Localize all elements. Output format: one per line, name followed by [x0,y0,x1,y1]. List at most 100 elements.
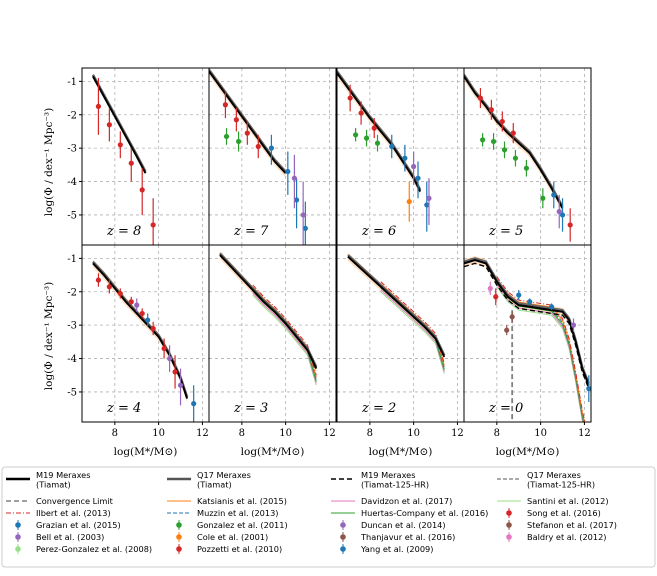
y-tick-label: -3 [67,321,77,332]
legend-item: Thanjavur et al. (2016) [340,532,455,542]
legend-item: Duncan et al. (2014) [340,520,446,530]
obs-point [523,165,530,171]
xlabel: log(M*/M⊙) [369,446,433,458]
obs-point [504,327,510,333]
legend-item: Bell et al. (2003) [15,532,104,542]
legend-item: Gonzalez et al. (2011) [176,520,288,530]
obs-point [191,401,197,407]
panel-content [219,251,318,386]
panel-frame [463,67,592,246]
legend-label: Pozzetti et al. (2010) [197,544,282,554]
x-tick-label: 8 [494,428,500,439]
obs-point [222,102,229,108]
panel-frame [336,244,465,423]
y-tick-label: -4 [67,354,77,365]
m19-model-line [219,254,318,369]
obs-point [371,125,377,131]
y-tick-label: -4 [67,177,77,188]
panel-content [91,74,156,245]
obs-point [548,304,555,310]
legend-item: Pozzetti et al. (2010) [176,544,282,554]
obs-point [510,130,516,136]
x-tick-label: 10 [279,428,292,439]
m19-model-line [92,75,147,174]
legend-label: Stefanon et al. (2017) [527,520,617,530]
legend-item: Q17 Meraxes(Tiamat) [167,470,251,490]
legend-label: Santini et al. (2012) [527,496,609,506]
obs-point [268,145,275,151]
panel-z-label: z = 6 [361,224,396,239]
x-tick-label: 12 [451,428,464,439]
legend-marker [15,546,21,552]
obs-point [415,175,421,181]
ylabel-bottom: log(Φ / dex⁻¹ Mpc⁻³) [43,282,55,390]
xlabel: log(M*/M⊙) [496,446,560,458]
legend-item: Song et al. (2016) [506,508,601,518]
obs-point [233,117,239,123]
obs-point [235,138,242,145]
ylabel-top: log(Φ / dex⁻¹ Mpc⁻³) [43,108,55,216]
y-tick-label: -1 [67,77,77,88]
legend-item: Katsianis et al. (2015) [167,496,287,506]
x-tick-label: 8 [367,428,373,439]
panel-8: z = 0 8 10 12 log(M*/M⊙) [463,244,592,458]
panel-6: z = 3 8 10 12 log(M*/M⊙) [208,244,337,458]
legend-label: M19 Meraxes [361,470,415,480]
literature-curve [252,284,317,376]
legend-label: (Tiamat-125-HR) [361,480,429,490]
obs-point [551,192,557,198]
m19-model-line [347,255,446,358]
legend-marker [15,534,21,540]
panel-content [464,256,591,422]
x-tick-label: 8 [112,428,118,439]
literature-curve [380,281,445,364]
literature-curve [252,292,317,384]
obs-point [499,118,505,125]
obs-point [570,322,577,328]
legend-item: Ilbert et al. (2013) [6,508,111,518]
obs-point [353,132,359,138]
obs-point [493,294,499,300]
legend-label: (Tiamat) [36,480,71,490]
legend-label: Convergence Limit [36,496,114,506]
x-tick-label: 8 [239,428,245,439]
legend-item: Yang et al. (2009) [340,544,433,554]
panel-z-label: z = 3 [233,401,268,416]
panel-z-label: z = 7 [233,224,269,239]
q17-model-line [347,254,446,356]
q17-model-line [219,252,318,368]
obs-point [128,160,134,166]
obs-point [540,195,546,201]
obs-point [406,198,412,205]
legend-label: Cole et al. (2001) [197,532,268,542]
obs-point [347,95,353,101]
legend-label: Ilbert et al. (2013) [36,508,111,518]
legend-label: (Tiamat) [197,480,232,490]
legend-item: Davidzon et al. (2017) [331,496,452,506]
literature-curve [380,291,445,374]
legend-marker [176,522,182,528]
y-tick-label: -3 [67,144,77,155]
x-tick-label: 10 [152,428,165,439]
legend-marker [176,534,182,540]
obs-point [139,187,145,193]
obs-point [95,277,102,283]
legend-label: Yang et al. (2009) [360,544,433,554]
legend-label: Duncan et al. (2014) [361,520,446,530]
legend-label: Muzzin et al. (2013) [197,508,279,518]
obs-point [477,95,484,101]
obs-point [556,209,562,215]
obs-point [293,197,300,203]
panel-5: z = 4 -1 -2 -3 -4 -5 8 10 12 log(M*/M⊙) [67,244,210,458]
obs-point [509,314,515,320]
legend-label: Baldry et al. (2012) [527,532,607,542]
legend-marker [506,510,512,516]
obs-point [145,317,151,323]
legend-label: Gonzalez et al. (2011) [197,520,288,530]
legend-frame [1,466,656,568]
y-tick-label: -2 [67,287,77,298]
obs-point [363,135,370,141]
q17-model-line [209,68,287,173]
legend-item: Q17 Meraxes(Tiamat-125-HR) [497,470,595,490]
legend-item: M19 Meraxes(Tiamat) [6,470,90,490]
